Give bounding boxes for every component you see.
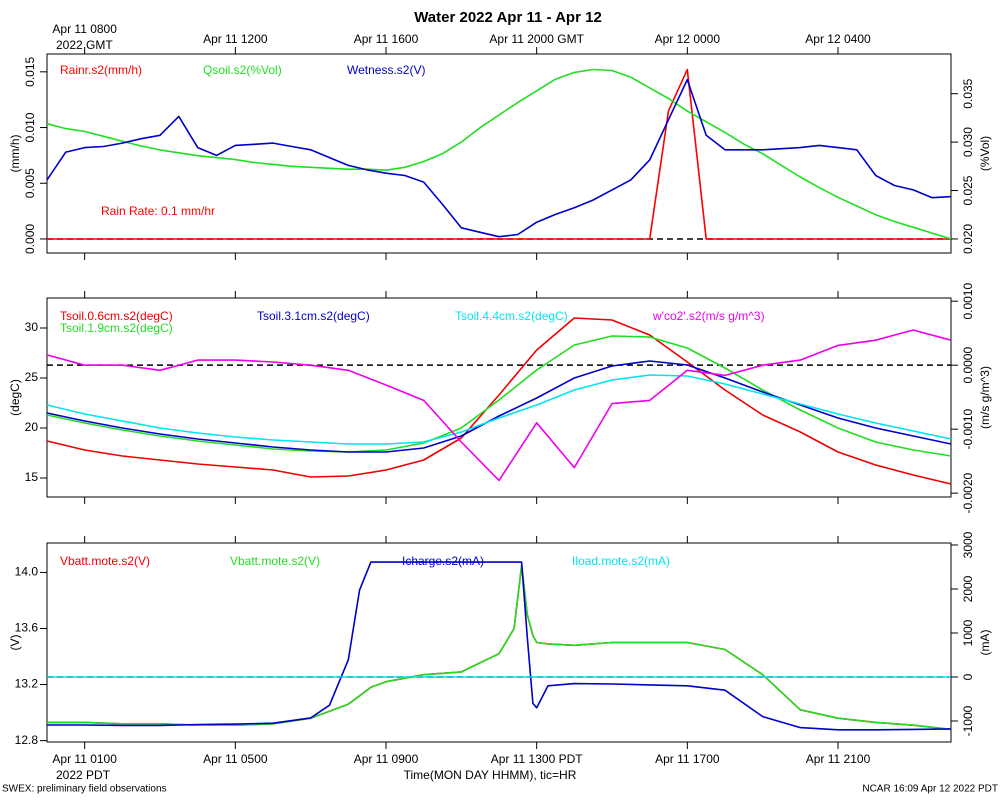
series-line (47, 564, 952, 731)
x-tick-label: Apr 11 0500 (203, 752, 268, 766)
y-tick-label: 0.005 (23, 168, 37, 198)
legend-entry: Tsoil.3.1cm.s2(degC) (257, 309, 370, 323)
y-tick-label: 0.015 (23, 56, 37, 86)
series-line (46, 374, 952, 445)
y-tick-label: 15 (25, 470, 39, 484)
x-tick-label: Apr 11 1700 (655, 752, 720, 766)
series-line (46, 329, 952, 482)
y2-axis-label: (%Vol) (978, 136, 992, 171)
y2-tick-label: -1000 (961, 705, 975, 736)
legend-entry: w'co2'.s2(m/s g/m^3) (652, 309, 765, 323)
y2-tick-label: -0.0020 (961, 472, 975, 513)
gmt-tick-label: Apr 12 0400 (805, 32, 871, 46)
y2-tick-label: 0.0000 (961, 347, 975, 384)
y2-tick-label: 0.025 (961, 175, 975, 205)
y2-tick-label: -0.0010 (961, 408, 975, 449)
y-tick-label: 13.2 (15, 677, 39, 691)
y-tick-label: 20 (25, 420, 39, 434)
gmt-tick-label: Apr 11 1600 (354, 32, 419, 46)
y-tick-label: 0.000 (23, 224, 37, 254)
y2-tick-label: 0.030 (961, 127, 975, 157)
y-axis-label: (V) (8, 635, 22, 651)
legend-entry: Tsoil.1.9cm.s2(degC) (60, 321, 173, 335)
y2-tick-label: 0.035 (961, 78, 975, 108)
y2-axis-label: (mA) (978, 630, 992, 656)
y-axis-label: (degC) (8, 379, 22, 416)
plot-frame (46, 53, 952, 254)
legend-entry: Qsoil.s2(%Vol) (203, 63, 282, 77)
chart-title: Water 2022 Apr 11 - Apr 12 (414, 9, 602, 26)
y-tick-label: 0.010 (23, 112, 37, 142)
series-line (46, 317, 952, 485)
y-tick-label: 30 (25, 320, 39, 334)
series-line (46, 78, 952, 238)
annotation: Rain Rate: 0.1 mm/hr (101, 204, 215, 218)
legend-entry: Icharge.s2(mA) (402, 554, 484, 568)
y2-tick-label: 0 (961, 673, 975, 680)
plot-frame (46, 297, 952, 498)
series-line (46, 68, 952, 240)
legend-entry: Vbatt.mote.s2(V) (60, 554, 150, 568)
gmt-tick-label: Apr 11 2000 GMT (489, 32, 584, 46)
y2-tick-label: 3000 (961, 531, 975, 558)
series-line (47, 564, 952, 731)
y2-tick-label: 0.020 (961, 224, 975, 254)
gmt-year: 2022 GMT (56, 38, 113, 52)
y2-axis-label: (m/s g/m^3) (978, 366, 992, 429)
y2-tick-label: 2000 (961, 575, 975, 602)
plot-frame (46, 542, 952, 743)
legend-entry: Iload.mote.s2(mA) (572, 554, 670, 568)
x-tick-label: Apr 11 0100 (52, 752, 117, 766)
y-tick-label: 12.8 (15, 733, 39, 747)
legend-entry: Vbatt.mote.s2(V) (230, 554, 320, 568)
pdt-year: 2022 PDT (56, 768, 111, 782)
y2-tick-label: 0.0010 (961, 283, 975, 320)
footer-left: SWEX: preliminary field observations (2, 784, 167, 795)
series-line (47, 68, 951, 240)
legend-entry: Wetness.s2(V) (347, 63, 425, 77)
series-line (46, 360, 952, 453)
gmt-tick-label: Apr 11 0800 (52, 22, 117, 36)
x-tick-label: Apr 11 1300 PDT (491, 752, 583, 766)
y-axis-label: (mm/h) (8, 135, 22, 173)
x-tick-label: Apr 11 0900 (354, 752, 419, 766)
y-tick-label: 25 (25, 370, 39, 384)
legend-entry: Rainr.s2(mm/h) (60, 63, 142, 77)
y-tick-label: 13.6 (15, 621, 39, 635)
footer-right: NCAR 16:09 Apr 12 2022 PDT (862, 784, 998, 795)
legend-entry: Tsoil.4.4cm.s2(degC) (455, 309, 568, 323)
x-tick-label: Apr 11 2100 (806, 752, 871, 766)
x-axis-label: Time(MON DAY HHMM), tic=HR (404, 768, 577, 782)
series-line (47, 561, 952, 731)
series-line (46, 335, 952, 457)
y2-tick-label: 1000 (961, 619, 975, 646)
legend-entry: Tsoil.0.6cm.s2(degC) (60, 309, 173, 323)
y-tick-label: 14.0 (15, 565, 39, 579)
gmt-tick-label: Apr 12 0000 (655, 32, 721, 46)
gmt-tick-label: Apr 11 1200 (203, 32, 268, 46)
